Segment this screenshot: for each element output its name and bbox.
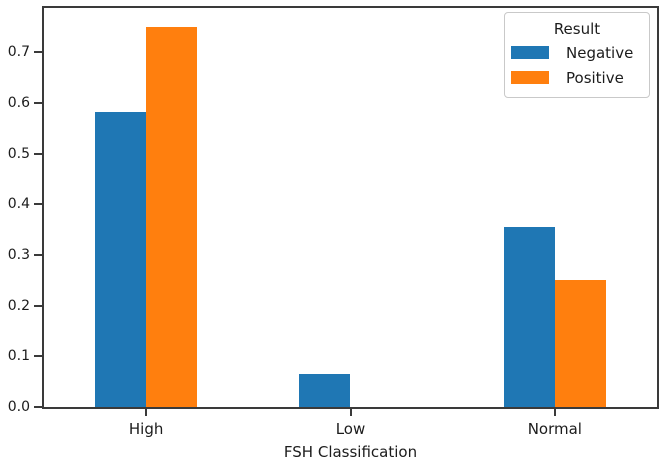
y-tick-label: 0.7	[7, 44, 30, 61]
y-tick-mark	[34, 304, 42, 307]
negative-swatch	[511, 46, 549, 59]
y-tick-mark	[34, 102, 42, 104]
legend-entry-positive: Positive	[511, 65, 643, 90]
y-tick-mark	[34, 355, 42, 358]
y-tick-label: 0.1	[7, 348, 30, 365]
y-tick-label: 0.4	[7, 196, 30, 213]
y-tick-mark	[34, 254, 42, 256]
legend-entry-label: Positive	[566, 68, 624, 87]
legend-entry-label: Negative	[566, 43, 634, 62]
x-tick-mark	[553, 409, 556, 416]
legend-entries: Negative Positive	[511, 40, 643, 90]
bar-negative-high	[95, 111, 147, 407]
y-tick-label: 0.5	[7, 145, 30, 162]
bar-negative-low	[299, 374, 351, 407]
legend-entry-negative: Negative	[511, 40, 643, 65]
x-tick-label: Normal	[527, 420, 582, 438]
bar-positive-high	[146, 27, 198, 407]
y-tick-label: 0.0	[7, 399, 30, 415]
y-tick-label: 0.2	[7, 297, 30, 314]
x-tick-label: Low	[335, 420, 366, 438]
positive-swatch	[511, 71, 549, 84]
y-tick-mark	[34, 406, 42, 408]
bar-negative-normal	[503, 227, 555, 407]
legend-title: Result	[553, 20, 601, 38]
y-tick-mark	[34, 152, 42, 155]
y-tick-label: 0.6	[7, 95, 30, 111]
bar-positive-normal	[554, 280, 606, 407]
legend: Result Negative Positive	[504, 12, 650, 98]
x-tick-mark	[145, 409, 148, 416]
y-tick-label: 0.3	[7, 247, 30, 263]
x-axis-label: FSH Classification	[283, 443, 418, 461]
y-tick-mark	[34, 203, 42, 206]
y-tick-mark	[34, 51, 42, 54]
x-tick-label: High	[128, 420, 164, 438]
x-tick-mark	[349, 409, 352, 416]
